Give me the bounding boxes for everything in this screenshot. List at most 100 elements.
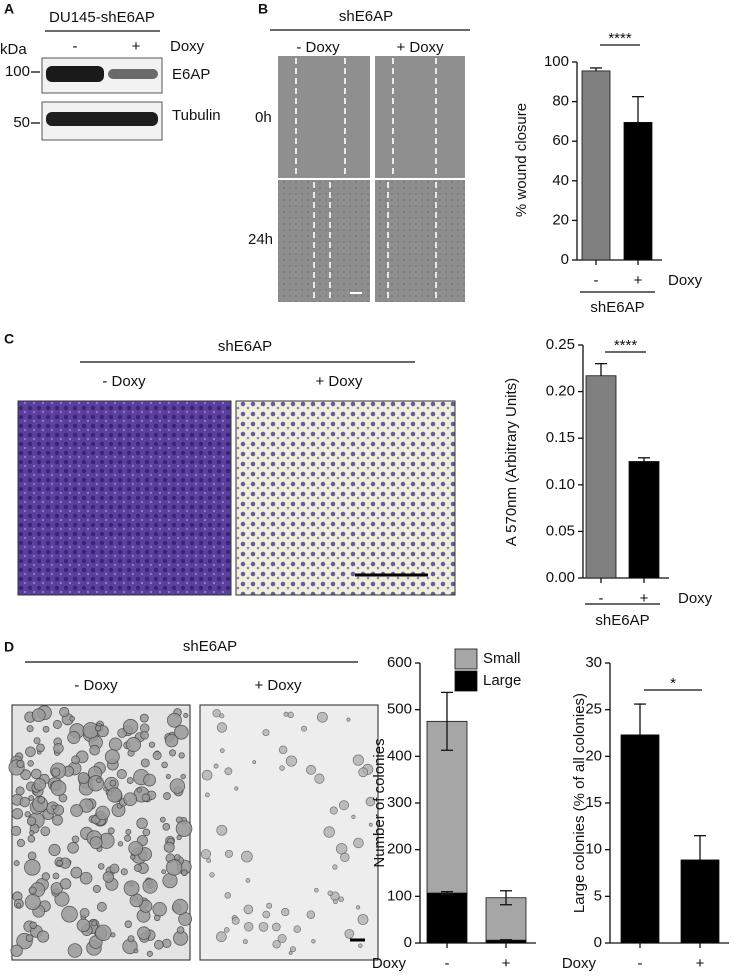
colony — [243, 922, 254, 932]
y-tick-label: 0.05 — [546, 522, 575, 539]
colony — [142, 828, 151, 837]
y-axis-label: Large colonies (% of all colonies) — [571, 693, 588, 913]
colony — [344, 928, 355, 939]
y-tick-label: 100 — [387, 887, 412, 904]
colony — [327, 890, 333, 896]
colony — [353, 837, 364, 849]
colony — [351, 814, 356, 820]
colony — [206, 858, 212, 864]
colony — [333, 899, 338, 905]
colony — [169, 778, 186, 794]
colony — [31, 768, 42, 780]
colony — [329, 806, 338, 815]
colony — [306, 910, 316, 919]
colony — [204, 792, 210, 798]
colony — [166, 712, 182, 728]
colony — [175, 820, 193, 837]
colony — [306, 764, 316, 775]
colony — [279, 765, 285, 771]
colony — [224, 767, 233, 776]
colony — [27, 760, 34, 767]
colony — [127, 935, 135, 943]
colony — [130, 854, 136, 860]
colony — [60, 878, 72, 890]
colony — [272, 922, 281, 932]
colony — [316, 711, 328, 723]
colony — [24, 894, 41, 911]
colony — [216, 931, 227, 943]
colony — [352, 754, 364, 766]
colony — [36, 743, 45, 753]
colony — [346, 717, 351, 722]
y-axis-label: Number of colonies — [371, 738, 388, 867]
colony — [241, 850, 253, 863]
lane-label: - — [73, 38, 78, 55]
condition-label: - Doxy — [102, 373, 146, 390]
colony — [124, 920, 133, 928]
colony — [67, 841, 79, 854]
colony — [355, 905, 361, 910]
colony — [266, 902, 273, 909]
colony — [59, 706, 70, 718]
colony — [172, 898, 189, 915]
colony — [140, 758, 150, 768]
colony — [163, 841, 175, 853]
colony — [92, 884, 101, 893]
error-bar — [634, 703, 646, 735]
colony — [272, 940, 281, 949]
colony — [27, 851, 37, 861]
condition-label: + Doxy — [315, 373, 363, 390]
y-tick-label: 60 — [552, 132, 569, 149]
panel-label: C — [4, 331, 14, 347]
y-axis-label: % wound closure — [513, 103, 530, 217]
colony — [116, 769, 127, 780]
group-label: shE6AP — [218, 338, 272, 355]
colony — [338, 896, 344, 903]
colony — [109, 863, 120, 874]
colony — [281, 907, 290, 917]
y-tick-label: 100 — [544, 53, 569, 70]
colony — [224, 892, 231, 899]
condition-label: + Doxy — [254, 677, 302, 694]
colony — [139, 713, 149, 723]
colony — [70, 866, 83, 879]
colony — [128, 841, 143, 856]
bar-segment — [426, 892, 468, 944]
colony — [224, 849, 233, 858]
group-label: shE6AP — [339, 8, 393, 25]
colony — [91, 920, 98, 927]
colony — [162, 823, 171, 831]
colony — [165, 733, 179, 748]
colony — [136, 817, 148, 830]
colony — [31, 708, 46, 722]
y-tick-label: 0.15 — [546, 429, 575, 446]
colony — [242, 939, 248, 945]
y-tick-label: 40 — [552, 172, 569, 189]
bar — [623, 121, 653, 261]
error-bar — [500, 939, 512, 942]
colony — [219, 748, 225, 753]
colony — [311, 938, 316, 944]
colony — [178, 752, 185, 759]
group-label: shE6AP — [183, 638, 237, 655]
y-tick-label: 0.10 — [546, 476, 575, 493]
y-tick-label: 20 — [552, 211, 569, 228]
marker-label: 100 — [5, 63, 30, 80]
colony — [314, 887, 319, 893]
colony — [108, 737, 123, 751]
y-tick-label: 400 — [387, 747, 412, 764]
colony — [41, 872, 50, 881]
colony — [102, 871, 115, 883]
panel-label: A — [4, 1, 14, 17]
colony — [104, 749, 120, 765]
colony — [16, 759, 25, 768]
error-bar — [590, 67, 602, 71]
x-tick-label: + — [640, 590, 649, 607]
colony — [117, 841, 124, 847]
time-label: 0h — [255, 109, 272, 126]
colony — [161, 761, 168, 769]
colony — [133, 948, 139, 954]
treatment-label: Doxy — [170, 38, 205, 55]
x-axis-label: Doxy — [372, 955, 407, 972]
